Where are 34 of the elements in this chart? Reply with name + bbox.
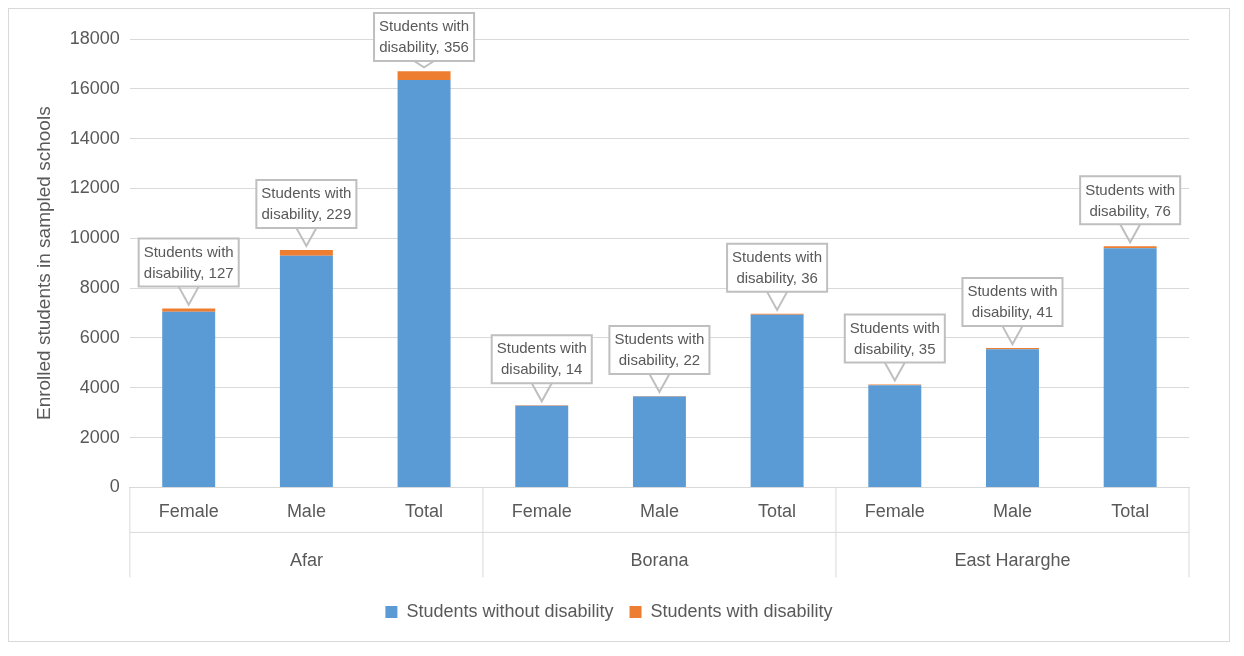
y-tick-label: 10000	[69, 227, 120, 248]
y-tick-label: 6000	[79, 326, 120, 347]
text: Afar	[289, 550, 323, 571]
data-label: Students with disability, 14	[496, 339, 587, 378]
y-tick-label: 0	[109, 476, 120, 497]
x-tick-label: Female	[158, 501, 219, 522]
legend-label: Students without disability	[406, 600, 614, 621]
y-tick-label: 2000	[79, 426, 120, 447]
x-tick-label: Female	[864, 501, 925, 522]
y-tick-label: 4000	[79, 376, 120, 397]
data-label: Students with disability, 41	[967, 282, 1058, 321]
data-label: Students with disability, 35	[849, 318, 940, 357]
x-tick-label: Male	[286, 501, 326, 522]
x-tick-label: Male	[639, 501, 679, 522]
x-tick-label: Total	[1111, 501, 1150, 522]
data-label: Students with disability, 127	[143, 242, 234, 281]
x-tick-label: Total	[405, 501, 444, 522]
data-label: Students with disability, 356	[379, 17, 470, 56]
data-label: Students with disability, 229	[261, 184, 352, 223]
data-label: Students with disability, 76	[1085, 180, 1176, 219]
x-tick-label: Female	[511, 501, 572, 522]
y-tick-label: 18000	[69, 27, 120, 48]
text: Borana	[630, 550, 690, 571]
x-tick-label: Total	[758, 501, 797, 522]
data-label: Students with disability, 36	[732, 248, 823, 287]
y-tick-label: 14000	[69, 127, 120, 148]
data-label: Students with disability, 22	[614, 330, 705, 369]
y-tick-label: 12000	[69, 177, 120, 198]
text: East Hararghe	[954, 550, 1071, 571]
y-tick-label: 8000	[79, 277, 120, 298]
y-axis-title: Enrolled students in sampled schools	[32, 106, 54, 421]
x-tick-label: Male	[992, 501, 1032, 522]
y-tick-label: 16000	[69, 77, 120, 98]
legend-label: Students with disability	[650, 600, 833, 621]
